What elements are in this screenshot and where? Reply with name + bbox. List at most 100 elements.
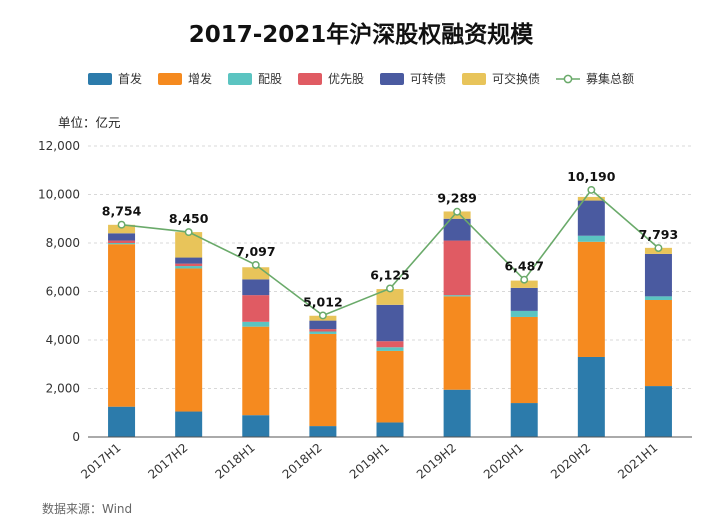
legend-label: 可交换债 bbox=[492, 71, 540, 86]
total-label: 6,487 bbox=[504, 259, 544, 274]
legend-point-swatch bbox=[563, 74, 573, 84]
x-tick-label: 2019H2 bbox=[414, 441, 459, 482]
total-line bbox=[117, 185, 663, 320]
bar-segment bbox=[577, 200, 605, 236]
bar-segment bbox=[242, 295, 270, 322]
legend-item[interactable]: 可交换债 bbox=[462, 71, 540, 86]
legend-item[interactable]: 可转债 bbox=[380, 71, 446, 86]
legend-item[interactable]: 首发 bbox=[88, 71, 142, 86]
bar-segment bbox=[309, 331, 337, 334]
chart-title: 2017-2021年沪深股权融资规模 bbox=[189, 21, 535, 48]
x-tick-label: 2017H1 bbox=[78, 441, 123, 482]
unit-label: 单位：亿元 bbox=[58, 115, 121, 130]
total-point bbox=[117, 220, 126, 229]
y-tick-label: 2,000 bbox=[46, 382, 80, 396]
legend-label: 可转债 bbox=[410, 71, 446, 86]
x-tick-label: 2018H1 bbox=[213, 441, 258, 482]
total-label: 5,012 bbox=[303, 294, 343, 309]
bar-segment bbox=[510, 287, 538, 311]
total-label: 8,754 bbox=[102, 204, 142, 219]
legend-label: 增发 bbox=[188, 71, 212, 86]
bar-segment bbox=[242, 279, 270, 296]
legend-label: 首发 bbox=[118, 71, 142, 86]
bar-segment bbox=[309, 426, 337, 437]
bar-segment bbox=[577, 196, 605, 201]
y-tick-label: 4,000 bbox=[46, 333, 80, 347]
total-label: 6,125 bbox=[370, 267, 410, 282]
x-tick-label: 2017H2 bbox=[145, 441, 190, 482]
total-labels: 8,754 8,450 7,097 5,012 6,125 9,289 6,487 10,19… bbox=[102, 169, 678, 310]
bar-segment bbox=[644, 386, 672, 437]
legend-item[interactable]: 募集总额 bbox=[556, 71, 634, 86]
total-point bbox=[654, 244, 663, 252]
bar-segment bbox=[443, 240, 471, 296]
total-point bbox=[184, 228, 193, 237]
legend-item[interactable]: 配股 bbox=[228, 72, 282, 86]
bar-segment bbox=[510, 316, 538, 404]
bar-segment bbox=[376, 341, 404, 348]
legend-swatch bbox=[228, 73, 252, 85]
total-point bbox=[587, 185, 596, 194]
bar-segment bbox=[108, 406, 136, 437]
legend: 首发 增发 配股 优先股 可转债 可交换债 募集总额 bbox=[88, 71, 634, 86]
bar-segment bbox=[443, 295, 471, 297]
x-tick-label: 2019H1 bbox=[347, 441, 392, 482]
bar-segment bbox=[108, 224, 136, 234]
legend-swatch bbox=[88, 73, 112, 85]
legend-item[interactable]: 优先股 bbox=[298, 72, 364, 86]
bar-segment bbox=[510, 403, 538, 437]
bars bbox=[108, 196, 672, 437]
bar-segment bbox=[443, 296, 471, 390]
bar-segment bbox=[376, 304, 404, 342]
bar-segment bbox=[108, 244, 136, 407]
total-point bbox=[520, 275, 529, 284]
bar-segment bbox=[577, 241, 605, 357]
bar-segment bbox=[309, 320, 337, 330]
total-label: 10,190 bbox=[567, 169, 616, 184]
legend-swatch bbox=[298, 73, 322, 85]
x-axis: 2017H1 2017H2 2018H1 2018H2 2019H1 2019H2 2020… bbox=[78, 436, 692, 482]
bar-segment bbox=[644, 253, 672, 297]
bar-segment bbox=[510, 280, 538, 288]
bar-segment bbox=[309, 333, 337, 427]
legend-swatch bbox=[380, 73, 404, 85]
x-tick-label: 2018H2 bbox=[280, 441, 325, 482]
legend-label: 优先股 bbox=[328, 72, 364, 86]
y-tick-label: 10,000 bbox=[38, 188, 80, 202]
bar-segment bbox=[376, 289, 404, 305]
bar-segment bbox=[108, 240, 136, 243]
bar-segment bbox=[175, 257, 203, 264]
y-tick-label: 8,000 bbox=[46, 236, 80, 250]
bar-segment bbox=[175, 268, 203, 412]
bar-segment bbox=[175, 263, 203, 267]
total-label: 7,097 bbox=[236, 244, 276, 259]
bar-segment bbox=[376, 350, 404, 423]
total-point bbox=[386, 284, 394, 293]
total-label: 8,450 bbox=[169, 211, 209, 226]
y-tick-label: 6,000 bbox=[46, 285, 80, 299]
bar-segment bbox=[175, 411, 203, 437]
y-tick-label: 0 bbox=[72, 430, 80, 444]
total-point bbox=[318, 311, 327, 320]
bar-segment bbox=[242, 415, 270, 437]
bar-segment bbox=[242, 326, 270, 416]
legend-label: 募集总额 bbox=[586, 71, 634, 86]
legend-swatch bbox=[158, 73, 182, 85]
total-label: 7,793 bbox=[639, 227, 679, 242]
bar-segment bbox=[108, 243, 136, 245]
legend-item[interactable]: 增发 bbox=[158, 71, 212, 86]
x-tick-label: 2020H2 bbox=[548, 441, 593, 482]
bar-segment bbox=[376, 422, 404, 437]
bar-segment bbox=[577, 356, 605, 437]
bar-segment bbox=[577, 235, 605, 242]
legend-label: 配股 bbox=[258, 72, 282, 86]
bar-segment bbox=[644, 296, 672, 300]
bar-segment bbox=[644, 299, 672, 387]
bar-segment bbox=[242, 267, 270, 280]
bar-segment bbox=[376, 347, 404, 351]
bar-segment bbox=[309, 329, 337, 332]
bar-segment bbox=[175, 266, 203, 269]
bar-segment bbox=[242, 321, 270, 327]
